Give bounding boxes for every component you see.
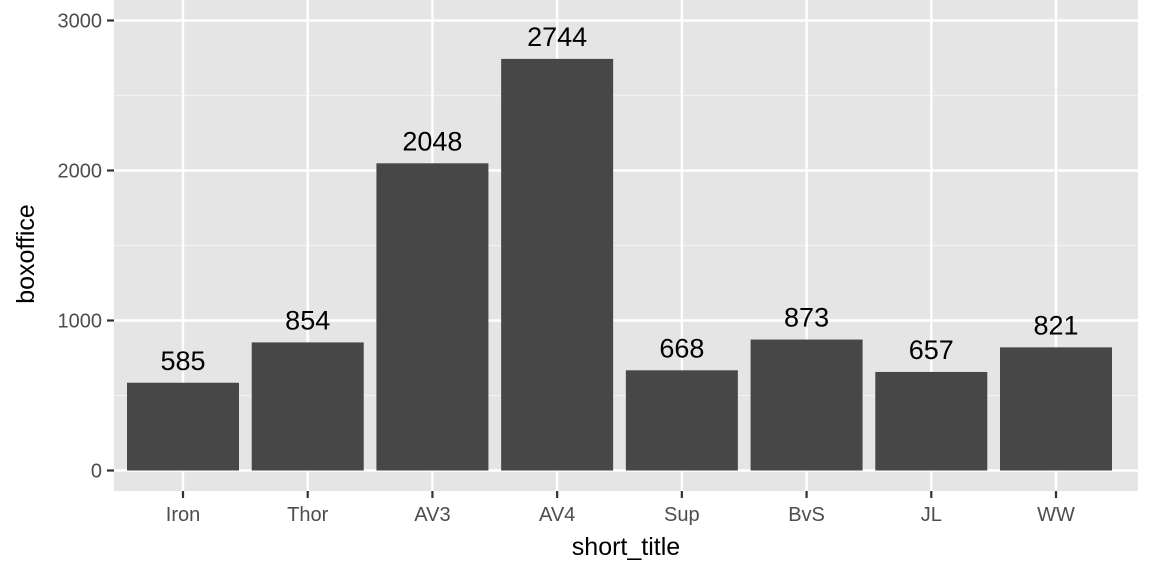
data-label-thor: 854 — [285, 305, 330, 335]
bar-jl — [875, 371, 988, 471]
bar-bvs — [750, 339, 863, 471]
x-axis-title: short_title — [572, 533, 680, 561]
x-tick-label: AV3 — [414, 504, 450, 526]
x-tick-label: WW — [1037, 504, 1075, 526]
x-axis: Iron Thor AV3 AV4 Sup BvS JL WW — [166, 491, 1075, 526]
x-tick-label: BvS — [788, 504, 825, 526]
bar-iron — [127, 382, 239, 471]
bar-thor — [251, 342, 364, 471]
data-label-sup: 668 — [659, 333, 704, 363]
bar-av3 — [376, 163, 489, 471]
y-tick-label: 0 — [91, 461, 102, 483]
bar-sup — [625, 370, 738, 471]
data-label-av3: 2048 — [402, 126, 462, 156]
data-labels: 585 854 2048 2744 668 873 657 821 — [160, 22, 1078, 376]
y-tick-label: 3000 — [58, 11, 103, 33]
data-label-ww: 821 — [1033, 310, 1078, 340]
x-tick-label: JL — [921, 504, 942, 526]
x-tick-label: Thor — [287, 504, 328, 526]
data-label-av4: 2744 — [527, 22, 587, 52]
bar-ww — [1000, 347, 1112, 471]
bars — [127, 58, 1112, 471]
bar-av4 — [501, 58, 614, 471]
data-label-jl: 657 — [909, 335, 954, 365]
x-tick-label: Iron — [166, 504, 200, 526]
y-axis-title: boxoffice — [12, 204, 40, 304]
x-tick-label: Sup — [664, 504, 700, 526]
data-label-iron: 585 — [160, 346, 205, 376]
x-tick-label: AV4 — [539, 504, 575, 526]
data-label-bvs: 873 — [784, 303, 829, 333]
y-axis: 0 1000 2000 3000 — [58, 11, 114, 483]
y-tick-label: 2000 — [58, 161, 103, 183]
y-tick-label: 1000 — [58, 311, 103, 333]
